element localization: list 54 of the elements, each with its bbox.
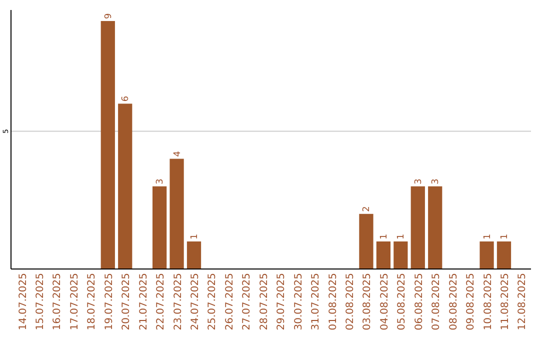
bar xyxy=(152,186,167,269)
bar xyxy=(100,21,115,269)
data-label: 6 xyxy=(121,96,132,102)
x-tick-label: 25.07.2025 xyxy=(207,273,218,330)
x-tick-label: 15.07.2025 xyxy=(35,273,46,330)
data-label: 4 xyxy=(172,150,183,157)
x-tick-label: 12.08.2025 xyxy=(517,273,528,330)
x-tick-label: 26.07.2025 xyxy=(224,273,236,330)
bar xyxy=(410,186,425,269)
bar xyxy=(480,241,494,269)
x-tick-label: 31.07.2025 xyxy=(310,273,322,330)
data-label: 2 xyxy=(362,206,372,212)
x-tick-label: 22.07.2025 xyxy=(156,273,167,330)
x-tick-label: 09.08.2025 xyxy=(466,273,477,330)
data-label: 1 xyxy=(190,234,200,240)
x-tick-label: 24.07.2025 xyxy=(190,273,201,330)
bar xyxy=(496,241,512,269)
x-tick-label: 14.07.2025 xyxy=(18,273,29,330)
x-tick-label: 06.08.2025 xyxy=(414,273,425,330)
x-tick-label: 27.07.2025 xyxy=(242,273,253,330)
data-label: 1 xyxy=(500,234,510,240)
bar xyxy=(170,158,184,269)
x-tick-label: 07.08.2025 xyxy=(431,273,442,330)
x-tick-label: 03.08.2025 xyxy=(362,273,374,330)
bar xyxy=(394,241,408,269)
data-label: 3 xyxy=(156,178,166,184)
x-tick-label: 04.08.2025 xyxy=(379,273,390,330)
data-label: 3 xyxy=(414,178,424,184)
bar xyxy=(376,241,391,269)
x-tick-label: 30.07.2025 xyxy=(293,273,304,330)
x-tick-label: 21.07.2025 xyxy=(138,273,150,330)
data-label: 9 xyxy=(104,13,114,20)
x-tick-label: 05.08.2025 xyxy=(396,273,408,330)
data-label: 1 xyxy=(379,234,390,240)
data-label: 1 xyxy=(396,234,407,240)
bar xyxy=(359,214,374,269)
bar xyxy=(118,104,132,269)
x-tick-label: 10.08.2025 xyxy=(482,273,494,330)
x-tick-label: 23.07.2025 xyxy=(172,273,184,330)
x-tick-label: 19.07.2025 xyxy=(104,273,115,330)
bar xyxy=(428,186,442,269)
data-label: 1 xyxy=(482,234,493,240)
x-tick-label: 02.08.2025 xyxy=(345,273,356,330)
x-tick-label: 28.07.2025 xyxy=(258,273,270,330)
x-tick-label: 29.07.2025 xyxy=(276,273,288,330)
x-tick-label: 01.08.2025 xyxy=(328,273,339,330)
x-tick-label: 11.08.2025 xyxy=(500,273,511,330)
x-tick-label: 16.07.2025 xyxy=(52,273,64,330)
x-tick-label: 17.07.2025 xyxy=(69,273,80,330)
data-label: 3 xyxy=(431,178,442,184)
x-tick-label: 20.07.2025 xyxy=(121,273,132,330)
x-tick-label: 18.07.2025 xyxy=(86,273,98,330)
x-tick-label: 08.08.2025 xyxy=(448,273,460,330)
bar xyxy=(186,241,202,269)
